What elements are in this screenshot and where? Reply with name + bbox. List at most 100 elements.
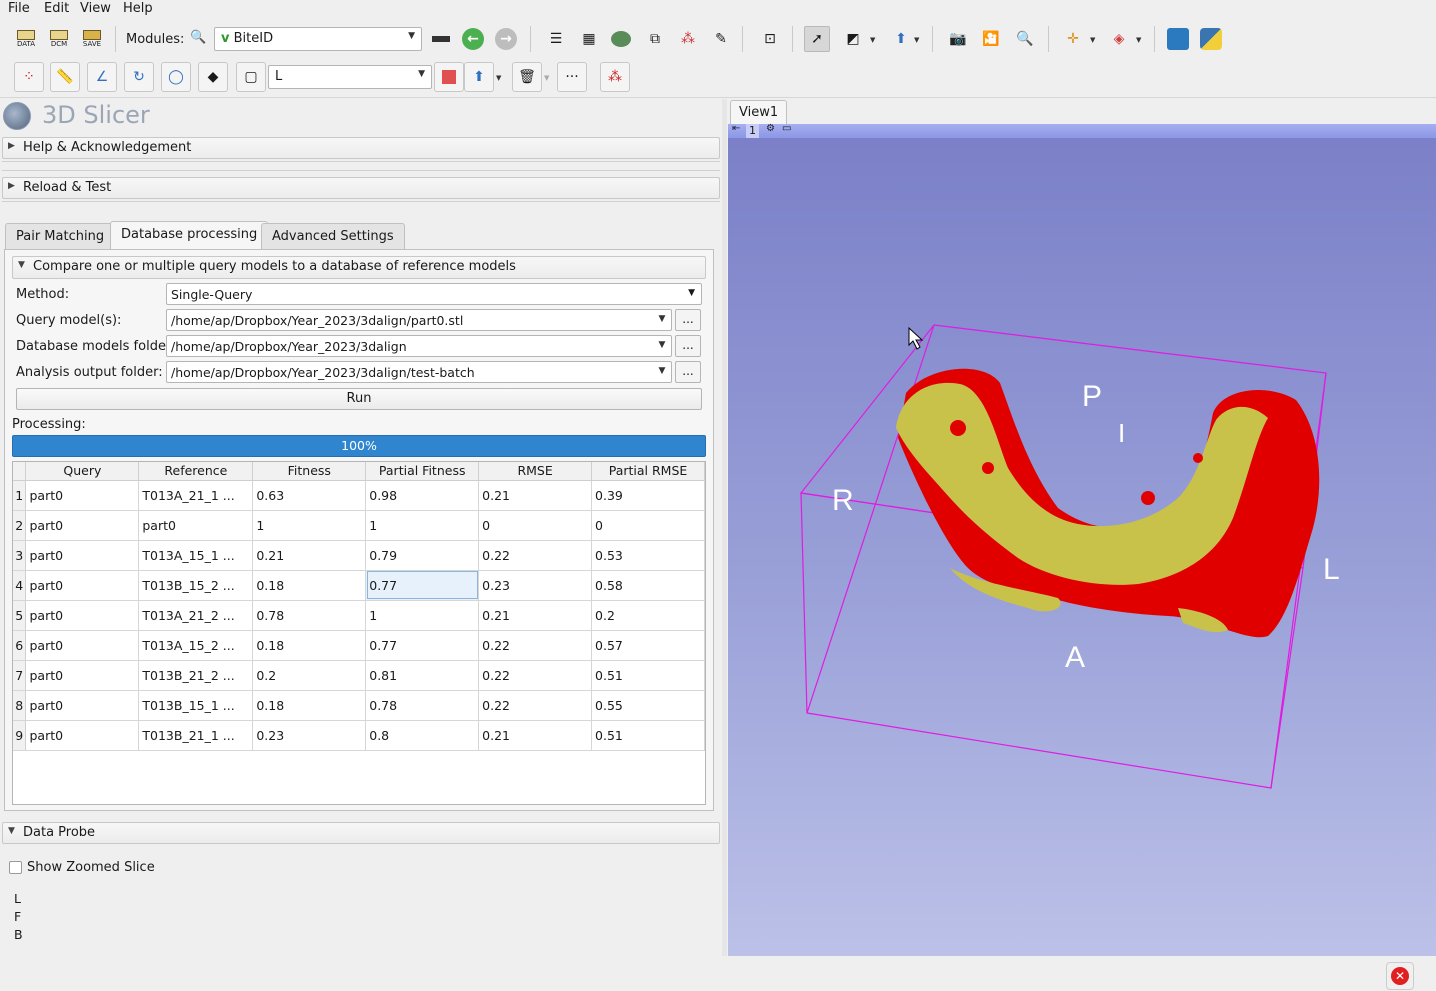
window-level-icon[interactable]: ◩ [846,31,860,47]
query-models-dropdown-icon[interactable]: ▼ [658,314,666,324]
database-folder-field[interactable]: /home/ap/Dropbox/Year_2023/3dalign [166,335,672,357]
rmse-cell[interactable]: 0.22 [478,540,593,571]
data-module-icon[interactable]: ☰ [549,31,563,47]
scene-view-icon[interactable]: 🎦 [982,31,1000,47]
menu-file[interactable]: File [8,1,30,16]
method-select[interactable]: Single-Query ▼ [166,283,702,305]
rmse-cell[interactable]: 0.21 [478,600,593,631]
query-cell[interactable]: part0 [25,600,140,631]
more-options-icon[interactable]: ··· [557,62,587,92]
partial-rmse-cell[interactable]: 0.53 [591,540,705,571]
crosshair-icon[interactable]: ✛ [1067,31,1079,47]
markups-module-icon[interactable]: ⁂ [681,31,695,47]
query-cell[interactable]: part0 [25,660,140,691]
partial-rmse-cell[interactable]: 0.2 [591,600,705,631]
view1-tab[interactable]: View1 [730,100,788,124]
back-button[interactable]: ← [460,26,486,52]
rmse-cell[interactable]: 0.23 [478,570,593,601]
table-row[interactable]: 2 part0 part0 1 1 0 0 [13,510,705,541]
markup-plane-icon[interactable]: ◆ [198,62,228,92]
database-folder-dropdown-icon[interactable]: ▼ [658,340,666,350]
reference-cell[interactable]: T013B_15_2 ... [138,570,254,601]
fitness-cell[interactable]: 0.23 [252,720,367,751]
markup-angle-icon[interactable]: ∠ [87,62,117,92]
delete-icon[interactable]: 🗑 [512,62,542,92]
markup-toggle-icon[interactable]: ⁂ [600,62,630,92]
view-link-icon[interactable]: ◈ [1113,31,1125,47]
rmse-cell[interactable]: 0.22 [478,630,593,661]
module-list-icon[interactable] [428,26,454,52]
reference-cell[interactable]: T013B_15_1 ... [138,690,254,721]
forward-button[interactable]: → [493,26,519,52]
models-module-icon[interactable] [608,26,634,52]
reference-cell[interactable]: T013A_21_1 ... [138,480,254,511]
fitness-cell[interactable]: 0.18 [252,690,367,721]
query-cell[interactable]: part0 [25,510,140,541]
reference-cell[interactable]: T013A_15_1 ... [138,540,254,571]
rmse-cell[interactable]: 0.21 [478,720,593,751]
database-folder-browse-button[interactable]: ... [675,335,701,357]
column-header-rmse[interactable]: RMSE [478,462,593,481]
partial-fitness-cell[interactable]: 0.8 [365,720,480,751]
table-row[interactable]: 5 part0 T013A_21_2 ... 0.78 1 0.21 0.2 [13,600,705,631]
query-cell[interactable]: part0 [25,480,140,511]
compare-section-header[interactable]: ▼ Compare one or multiple query models t… [12,256,706,279]
volumes-module-icon[interactable]: ▦ [582,31,596,47]
3d-view[interactable]: P I R L A [728,138,1436,956]
fitness-cell[interactable]: 0.63 [252,480,367,511]
load-dicom-button[interactable]: DCM [46,26,72,52]
results-table[interactable]: Query Reference Fitness Partial Fitness … [12,461,706,805]
partial-fitness-cell[interactable]: 1 [365,510,480,541]
error-log-button[interactable]: ✕ [1386,962,1414,990]
query-models-field[interactable]: /home/ap/Dropbox/Year_2023/3dalign/part0… [166,309,672,331]
table-row[interactable]: 1 part0 T013A_21_1 ... 0.63 0.98 0.21 0.39 [13,480,705,511]
data-probe-section[interactable]: ▼ Data Probe [2,822,720,844]
partial-fitness-cell[interactable]: 0.77 [365,630,480,661]
fitness-cell[interactable]: 0.21 [252,540,367,571]
partial-fitness-cell[interactable]: 0.81 [365,660,480,691]
pointer-mode-icon[interactable]: ➚ [804,26,830,52]
pin-icon[interactable]: ⇤ [732,123,741,134]
panel-splitter[interactable] [722,99,727,991]
save-button[interactable]: SAVE [79,26,105,52]
markup-color-button[interactable] [434,62,464,92]
table-row[interactable]: 9 part0 T013B_21_1 ... 0.23 0.8 0.21 0.51 [13,720,705,751]
module-selector[interactable]: v BiteID ▼ [214,27,422,51]
tab-database-processing[interactable]: Database processing [110,221,269,250]
fitness-cell[interactable]: 1 [252,510,367,541]
menu-help[interactable]: Help [123,1,153,16]
reference-cell[interactable]: T013B_21_2 ... [138,660,254,691]
query-cell[interactable]: part0 [25,720,140,751]
partial-rmse-cell[interactable]: 0.39 [591,480,705,511]
partial-rmse-cell[interactable]: 0.57 [591,630,705,661]
partial-rmse-cell[interactable]: 0.51 [591,720,705,751]
python-console-icon[interactable] [1198,26,1224,52]
fitness-cell[interactable]: 0.78 [252,600,367,631]
fitness-cell[interactable]: 0.18 [252,630,367,661]
fitness-cell[interactable]: 0.18 [252,570,367,601]
markup-ruler-icon[interactable]: 📏 [50,62,80,92]
table-row[interactable]: 7 part0 T013B_21_2 ... 0.2 0.81 0.22 0.51 [13,660,705,691]
markup-curve-icon[interactable]: ↻ [124,62,154,92]
output-folder-browse-button[interactable]: ... [675,361,701,383]
reference-cell[interactable]: T013A_15_2 ... [138,630,254,661]
table-row[interactable]: 6 part0 T013A_15_2 ... 0.18 0.77 0.22 0.57 [13,630,705,661]
place-fiducial-icon[interactable]: ⬆ [895,31,907,47]
transforms-module-icon[interactable]: ⧉ [650,31,660,47]
rmse-cell[interactable]: 0.22 [478,690,593,721]
partial-fitness-cell[interactable]: 0.79 [365,540,480,571]
load-data-button[interactable]: DATA [13,26,39,52]
query-models-browse-button[interactable]: ... [675,309,701,331]
partial-rmse-cell[interactable]: 0.58 [591,570,705,601]
segment-editor-icon[interactable]: ✎ [715,31,727,47]
query-cell[interactable]: part0 [25,690,140,721]
table-row[interactable]: 3 part0 T013A_15_1 ... 0.21 0.79 0.22 0.53 [13,540,705,571]
column-header-reference[interactable]: Reference [138,462,254,481]
module-search-icon[interactable]: 🔍 [190,30,207,45]
partial-fitness-cell[interactable]: 0.78 [365,690,480,721]
place-mode-icon[interactable]: ⬆ [464,62,494,92]
run-button[interactable]: Run [16,388,702,410]
partial-fitness-cell[interactable]: 1 [365,600,480,631]
column-header-partial-fitness[interactable]: Partial Fitness [365,462,480,481]
output-folder-dropdown-icon[interactable]: ▼ [658,366,666,376]
